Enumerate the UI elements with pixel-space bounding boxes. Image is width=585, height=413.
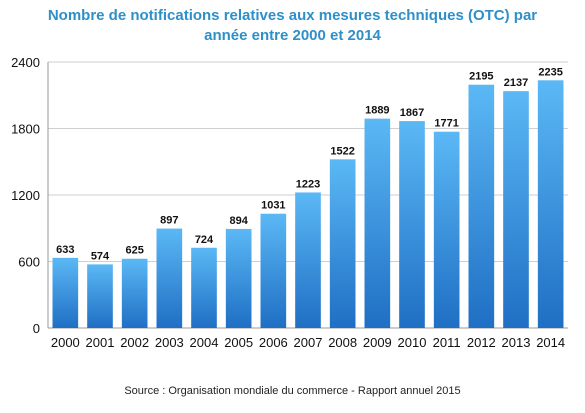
- bar: [295, 192, 321, 328]
- bar: [433, 131, 460, 328]
- bar: [468, 84, 495, 329]
- data-label: 633: [56, 244, 74, 256]
- bar: [225, 228, 252, 328]
- x-tick-label: 2007: [294, 335, 323, 350]
- x-tick-label: 2004: [190, 335, 219, 350]
- bar: [537, 80, 564, 328]
- data-label: 625: [125, 245, 143, 257]
- x-tick-label: 2009: [363, 335, 392, 350]
- x-tick-label: 2006: [259, 335, 288, 350]
- bar: [52, 257, 79, 328]
- y-tick-label: 0: [33, 321, 40, 336]
- chart-title: Nombre de notifications relatives aux me…: [0, 6, 585, 46]
- x-tick-label: 2008: [328, 335, 357, 350]
- bar-chart: 0 600 1200 1800 2400 633 574 625 897 724 894 1031 1…: [11, 55, 568, 350]
- bar: [503, 91, 529, 328]
- x-tick-label: 2011: [433, 335, 461, 350]
- data-label: 1867: [400, 107, 424, 119]
- x-tick-label: 2012: [467, 335, 496, 350]
- x-tick-label: 2014: [536, 335, 565, 350]
- data-label: 897: [160, 215, 178, 227]
- bars: [52, 80, 564, 329]
- data-labels: 633 574 625 897 724 894 1031 1223 1522 1889 1867 17…: [56, 66, 563, 262]
- x-tick-label: 2002: [120, 335, 149, 350]
- data-label: 574: [91, 250, 110, 262]
- bar: [87, 264, 113, 328]
- chart-title-line-1: Nombre de notifications relatives aux me…: [47, 7, 538, 24]
- bar: [156, 228, 183, 328]
- x-axis: 2000 2001 2002 2003 2004 2005 2006 2007 2008 2009…: [51, 335, 565, 350]
- data-label: 1889: [365, 105, 389, 117]
- data-label: 2235: [538, 66, 562, 78]
- data-label: 1522: [330, 145, 354, 157]
- x-tick-label: 2005: [224, 335, 253, 350]
- bar: [399, 121, 425, 329]
- data-label: 894: [229, 215, 248, 227]
- x-tick-label: 2010: [398, 335, 427, 350]
- bar: [260, 213, 287, 328]
- bar: [121, 258, 148, 328]
- chart-title-line-2: année entre 2000 et 2014: [204, 27, 381, 44]
- data-label: 1031: [261, 200, 285, 212]
- data-label: 1223: [296, 178, 320, 190]
- y-tick-label: 600: [18, 255, 40, 270]
- x-tick-label: 2003: [155, 335, 184, 350]
- data-label: 2137: [504, 77, 528, 89]
- y-tick-label: 1800: [11, 122, 40, 137]
- bar: [364, 118, 391, 328]
- data-label: 2195: [469, 71, 493, 83]
- x-tick-label: 2001: [86, 335, 115, 350]
- data-label: 724: [195, 234, 214, 246]
- y-tick-label: 2400: [11, 55, 40, 70]
- data-label: 1771: [434, 118, 458, 130]
- bar: [329, 159, 356, 328]
- x-tick-label: 2000: [51, 335, 80, 350]
- source-note: Source : Organisation mondiale du commer…: [124, 385, 461, 397]
- y-tick-label: 1200: [11, 188, 40, 203]
- bar: [191, 247, 217, 328]
- x-tick-label: 2013: [502, 335, 531, 350]
